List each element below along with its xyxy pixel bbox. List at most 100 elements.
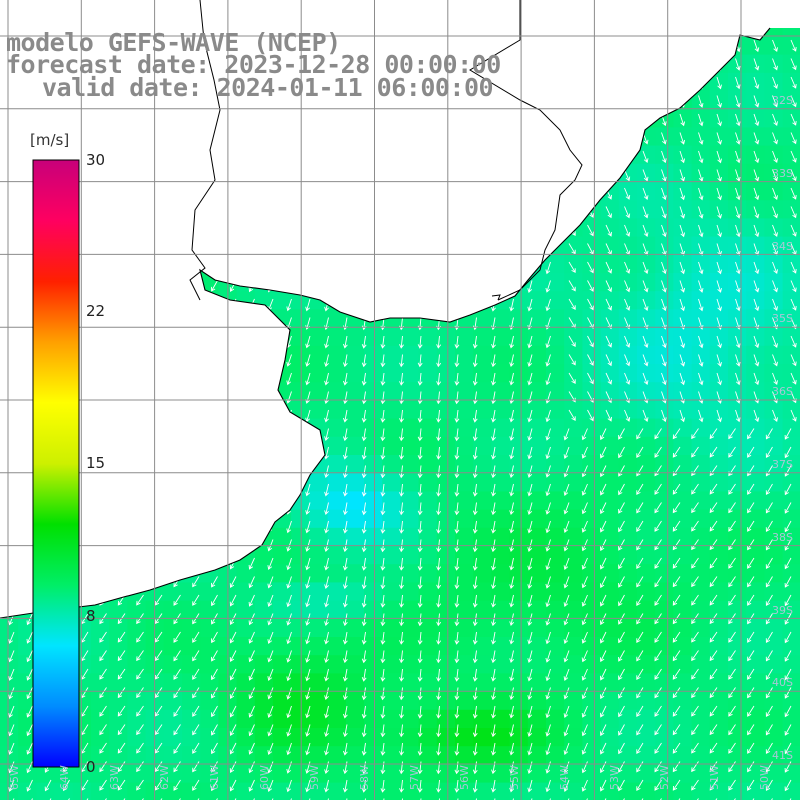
wind-speed-cell (200, 782, 219, 800)
wind-arrow (661, 298, 667, 312)
wind-arrow (735, 95, 741, 108)
wind-arrow (527, 280, 533, 293)
wind-speed-cell (546, 345, 565, 365)
wind-speed-cell (309, 782, 329, 800)
wind-speed-cell (709, 764, 729, 784)
wind-speed-cell (764, 527, 784, 547)
wind-arrow (545, 502, 551, 515)
wind-arrow (624, 335, 631, 348)
wind-speed-cell (637, 728, 656, 747)
wind-speed-cell (364, 327, 383, 347)
wind-arrow (568, 354, 576, 366)
wind-arrow (624, 298, 631, 311)
wind-speed-cell (582, 455, 602, 474)
wind-speed-cell (600, 709, 620, 729)
wind-arrow (342, 668, 348, 682)
wind-arrow (636, 705, 644, 718)
wind-speed-cell (746, 327, 765, 347)
wind-arrow (790, 298, 797, 311)
wind-arrow (747, 539, 755, 551)
wind-arrow (747, 502, 755, 514)
wind-speed-cell (782, 582, 800, 602)
wind-speed-cell (254, 582, 274, 602)
wind-speed-cell (655, 637, 674, 656)
wind-speed-cell (91, 728, 110, 747)
wind-speed-cell (236, 709, 256, 729)
wind-arrow (136, 650, 144, 662)
wind-speed-cell (455, 637, 474, 656)
wind-arrow (691, 724, 699, 736)
wind-arrow (380, 520, 386, 534)
wind-arrow (229, 650, 237, 662)
wind-speed-cell (436, 400, 456, 420)
wind-speed-cell (509, 691, 529, 711)
wind-arrow (581, 761, 588, 774)
wind-speed-cell (709, 546, 729, 565)
wind-speed-cell (400, 436, 420, 456)
wind-speed-cell (618, 182, 638, 201)
wind-arrow (672, 520, 681, 532)
wind-arrow (545, 557, 551, 571)
wind-arrow (545, 261, 551, 275)
wind-arrow (545, 409, 551, 423)
wind-speed-cell (746, 473, 765, 492)
wind-speed-cell (109, 728, 128, 747)
wind-arrow (735, 354, 741, 367)
wind-arrow (636, 502, 644, 514)
wind-speed-cell (728, 509, 747, 529)
wind-speed-cell (655, 364, 674, 383)
wind-speed-cell (418, 345, 438, 365)
wind-arrow (527, 298, 533, 312)
wind-speed-cell (637, 782, 656, 800)
wind-arrow (661, 335, 667, 349)
wind-speed-cell (163, 673, 183, 693)
wind-speed-cell (582, 291, 602, 310)
wind-arrow (8, 705, 15, 718)
wind-arrow (735, 187, 741, 201)
wind-arrow (305, 335, 311, 349)
wind-arrow (765, 446, 773, 459)
wind-arrow (618, 465, 625, 477)
wind-speed-cell (236, 564, 256, 583)
wind-speed-cell (600, 509, 620, 529)
wind-speed-cell (236, 782, 256, 800)
wind-arrow (324, 557, 329, 571)
wind-arrow (491, 668, 496, 682)
wind-speed-cell (436, 709, 456, 729)
wind-speed-cell (764, 782, 784, 800)
wind-speed-cell (382, 564, 401, 583)
wind-speed-cell (637, 455, 656, 474)
wind-arrow (509, 409, 515, 423)
wind-speed-cell (345, 400, 365, 420)
wind-speed-cell (345, 491, 365, 511)
wind-arrow (286, 650, 292, 663)
wind-arrow (747, 631, 755, 643)
wind-arrow (784, 761, 792, 773)
wind-arrow (747, 428, 755, 440)
wind-arrow (436, 613, 442, 627)
wind-speed-cell (455, 564, 474, 583)
wind-arrow (772, 409, 778, 423)
wind-arrow (735, 169, 741, 182)
wind-speed-cell (382, 418, 401, 438)
wind-arrow (784, 520, 792, 533)
wind-speed-cell (764, 418, 784, 438)
wind-speed-cell (764, 400, 784, 420)
wind-speed-cell (509, 400, 529, 420)
wind-arrow (618, 576, 625, 588)
wind-arrow (380, 631, 386, 645)
wind-speed-cell (600, 764, 620, 784)
wind-speed-cell (582, 327, 602, 347)
wind-arrow (581, 613, 588, 626)
wind-arrow (399, 761, 404, 775)
wind-speed-cell (455, 327, 474, 347)
wind-arrow (691, 446, 699, 458)
wind-speed-cell (600, 345, 620, 365)
wind-speed-cell (509, 709, 529, 729)
wind-arrow (753, 113, 760, 127)
wind-arrow (286, 705, 292, 719)
wind-speed-cell (655, 546, 674, 565)
wind-speed-cell (327, 455, 347, 474)
wind-speed-cell (327, 673, 347, 693)
wind-speed-cell (364, 764, 383, 784)
